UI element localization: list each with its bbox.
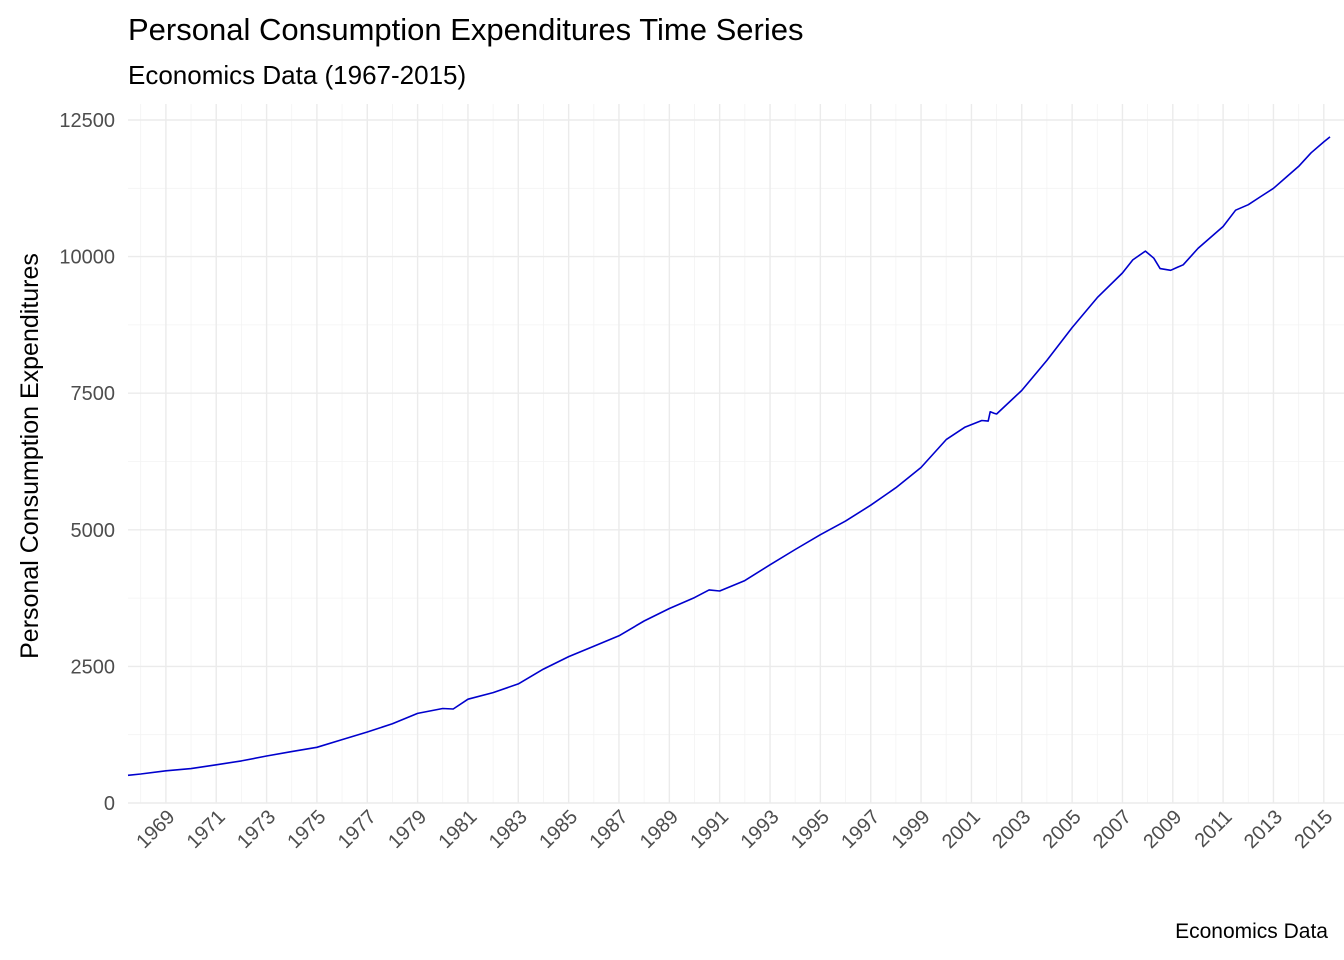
y-tick-label: 10000 xyxy=(59,247,115,269)
x-tick-label: 1971 xyxy=(183,806,230,853)
chart-title: Personal Consumption Expenditures Time S… xyxy=(128,12,804,47)
x-tick-label: 2011 xyxy=(1191,806,1237,852)
x-tick-label: 2015 xyxy=(1290,806,1337,853)
x-tick-label: 2001 xyxy=(938,806,985,853)
x-tick-label: 1993 xyxy=(737,806,784,853)
minor-gridlines xyxy=(128,104,1344,803)
x-tick-label: 1979 xyxy=(384,806,431,853)
x-tick-label: 1989 xyxy=(636,806,683,853)
series-line xyxy=(127,136,1331,777)
x-tick-label: 1981 xyxy=(434,806,481,853)
x-tick-label: 1975 xyxy=(283,806,330,853)
x-tick-label: 1969 xyxy=(132,806,179,853)
y-tick-label: 2500 xyxy=(71,656,116,678)
x-tick-label: 1995 xyxy=(787,806,834,853)
y-tick-label: 0 xyxy=(104,793,115,815)
y-tick-label: 7500 xyxy=(71,383,116,405)
chart-subtitle: Economics Data (1967-2015) xyxy=(128,60,467,90)
x-tick-label: 1999 xyxy=(888,806,935,853)
y-tick-label: 12500 xyxy=(59,110,115,132)
x-tick-label: 1973 xyxy=(233,806,280,853)
x-tick-label: 2005 xyxy=(1039,806,1086,853)
x-tick-label: 2007 xyxy=(1089,806,1136,853)
x-tick-label: 1991 xyxy=(686,806,733,853)
y-axis-ticks: 0 2500 5000 7500 10000 12500 xyxy=(59,110,115,815)
x-tick-label: 2013 xyxy=(1240,806,1287,853)
y-axis-title: Personal Consumption Expenditures xyxy=(16,253,44,659)
x-tick-label: 1977 xyxy=(334,806,381,853)
x-tick-label: 1983 xyxy=(485,806,532,853)
x-tick-label: 1987 xyxy=(585,806,632,853)
x-tick-label: 2003 xyxy=(988,806,1035,853)
y-tick-label: 5000 xyxy=(71,520,116,542)
chart-caption: Economics Data xyxy=(1175,920,1328,943)
major-gridlines xyxy=(128,104,1344,804)
x-axis-ticks: 1969 1971 1973 1975 1977 1979 1981 1983 1985 1987… xyxy=(132,806,1337,853)
x-tick-label: 2009 xyxy=(1139,806,1186,853)
x-tick-label: 1985 xyxy=(535,806,582,853)
series-layer xyxy=(127,136,1331,777)
x-tick-label: 1997 xyxy=(837,806,884,853)
